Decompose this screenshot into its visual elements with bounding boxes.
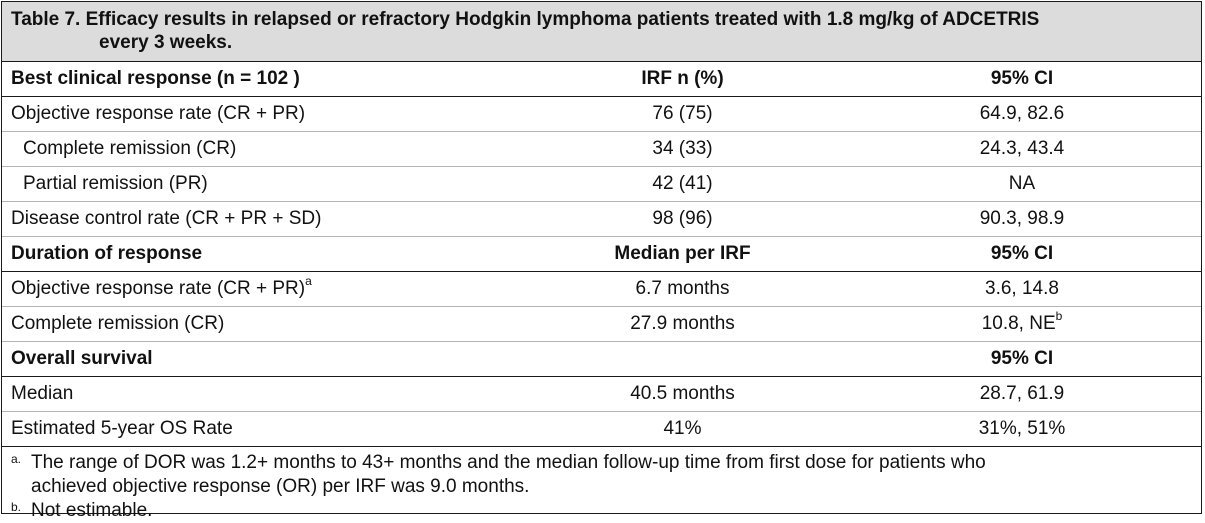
- section-header-ci: 95% CI: [843, 62, 1201, 97]
- results-grid: Best clinical response (n = 102 ) IRF n …: [2, 62, 1201, 447]
- footnote-ref-a: a: [305, 273, 312, 288]
- section-header-best-response: Best clinical response (n = 102 ) IRF n …: [2, 62, 1201, 97]
- section-header-column: [522, 341, 843, 377]
- row-ci: 24.3, 43.4: [843, 131, 1201, 167]
- row-value: 76 (75): [522, 96, 843, 132]
- row-label: Objective response rate (CR + PR): [2, 96, 522, 132]
- row-label: Objective response rate (CR + PR)a: [2, 271, 522, 307]
- row-ci: 90.3, 98.9: [843, 201, 1201, 237]
- row-ci: 31%, 51%: [843, 411, 1201, 447]
- table-row: Complete remission (CR) 27.9 months 10.8…: [2, 306, 1201, 342]
- table-row: Partial remission (PR) 42 (41) NA: [2, 166, 1201, 202]
- row-ci: NA: [843, 166, 1201, 202]
- table-row: Median 40.5 months 28.7, 61.9: [2, 376, 1201, 412]
- row-value: 40.5 months: [522, 376, 843, 412]
- table-row: Complete remission (CR) 34 (33) 24.3, 43…: [2, 131, 1201, 167]
- footnote-mark: b.: [11, 500, 22, 514]
- section-header-label: Best clinical response (n = 102 ): [2, 62, 522, 97]
- section-header-label: Overall survival: [2, 341, 522, 377]
- table-row: Estimated 5-year OS Rate 41% 31%, 51%: [2, 411, 1201, 447]
- row-value: 42 (41): [522, 166, 843, 202]
- row-label: Complete remission (CR): [2, 131, 522, 167]
- section-header-column: Median per IRF: [522, 236, 843, 272]
- section-header-label: Duration of response: [2, 236, 522, 272]
- footnote-mark: a.: [11, 452, 22, 466]
- table-row: Objective response rate (CR + PR)a 6.7 m…: [2, 271, 1201, 307]
- footnote-b: b. Not estimable.: [11, 499, 1193, 523]
- footnote-text: Not estimable.: [31, 500, 153, 521]
- caption-line-1: Table 7. Efficacy results in relapsed or…: [11, 9, 1040, 30]
- section-header-ci: 95% CI: [843, 236, 1201, 272]
- section-header-duration: Duration of response Median per IRF 95% …: [2, 236, 1201, 272]
- table-caption: Table 7. Efficacy results in relapsed or…: [2, 2, 1201, 62]
- row-ci: 3.6, 14.8: [843, 271, 1201, 307]
- table-row: Objective response rate (CR + PR) 76 (75…: [2, 96, 1201, 132]
- footnote-ref-b: b: [1055, 308, 1063, 323]
- row-value: 6.7 months: [522, 271, 843, 307]
- row-label: Complete remission (CR): [2, 306, 522, 342]
- row-value: 41%: [522, 411, 843, 447]
- row-label: Median: [2, 376, 522, 412]
- footnote-a: a. The range of DOR was 1.2+ months to 4…: [11, 451, 1193, 499]
- row-ci: 10.8, NEb: [843, 306, 1201, 342]
- row-label: Partial remission (PR): [2, 166, 522, 202]
- section-header-overall-survival: Overall survival 95% CI: [2, 341, 1201, 377]
- table-row: Disease control rate (CR + PR + SD) 98 (…: [2, 201, 1201, 237]
- caption-line-2: every 3 weeks.: [99, 32, 233, 53]
- section-header-column: IRF n (%): [522, 62, 843, 97]
- row-value: 34 (33): [522, 131, 843, 167]
- row-ci: 28.7, 61.9: [843, 376, 1201, 412]
- row-label: Disease control rate (CR + PR + SD): [2, 201, 522, 237]
- section-header-ci: 95% CI: [843, 341, 1201, 377]
- footnotes: a. The range of DOR was 1.2+ months to 4…: [2, 447, 1201, 523]
- row-value: 27.9 months: [522, 306, 843, 342]
- row-value: 98 (96): [522, 201, 843, 237]
- row-label: Estimated 5-year OS Rate: [2, 411, 522, 447]
- footnote-text: achieved objective response (OR) per IRF…: [31, 476, 530, 497]
- footnote-text: The range of DOR was 1.2+ months to 43+ …: [31, 452, 986, 473]
- row-ci: 64.9, 82.6: [843, 96, 1201, 132]
